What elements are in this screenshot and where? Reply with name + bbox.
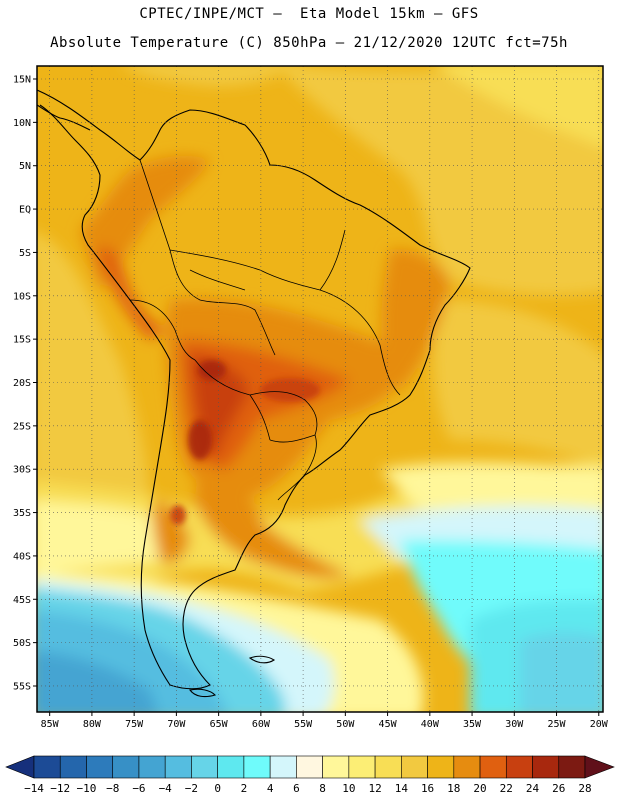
colorbar-label: 24	[526, 782, 540, 795]
colorbar-label: 6	[293, 782, 300, 795]
colorbar-swatch	[479, 755, 507, 779]
map-title-line-2: Absolute Temperature (C) 850hPa – 21/12/…	[50, 35, 568, 51]
longitude-label: 55W	[294, 719, 313, 730]
latitude-label: 15N	[13, 75, 31, 86]
colorbar-swatch	[217, 755, 245, 779]
colorbar-swatch	[296, 755, 323, 779]
colorbar-label: 0	[214, 782, 221, 795]
latitude-label: EQ	[19, 205, 31, 216]
colorbar-label: 2	[241, 782, 248, 795]
latitude-label: 10S	[13, 291, 31, 302]
latitude-label: 15S	[13, 335, 31, 346]
temperature-field	[37, 66, 603, 712]
colorbar-swatch	[164, 755, 192, 779]
latitude-label: 55S	[13, 681, 31, 692]
colorbar-max-arrow	[584, 755, 615, 779]
longitude-label: 85W	[41, 719, 60, 730]
latitude-label: 45S	[13, 595, 31, 606]
latitude-label: 30S	[13, 465, 31, 476]
colorbar-swatch	[532, 755, 560, 779]
longitude-label: 70W	[167, 719, 186, 730]
latitude-label: 25S	[13, 421, 31, 432]
map-title-line-1: CPTEC/INPE/MCT – Eta Model 15km – GFS	[139, 6, 479, 22]
colorbar-swatch	[558, 755, 586, 779]
colorbar-swatch	[59, 755, 87, 779]
colorbar-label: 26	[552, 782, 565, 795]
colorbar-min-arrow	[5, 755, 35, 779]
longitude-label: 80W	[83, 719, 102, 730]
colorbar-label: −4	[159, 782, 173, 795]
colorbar-label: 18	[447, 782, 460, 795]
colorbar-label: −12	[50, 782, 70, 795]
longitude-label: 50W	[336, 719, 355, 730]
colorbar-swatch	[453, 755, 481, 779]
latitude-label: 50S	[13, 638, 31, 649]
colorbar-label: 8	[319, 782, 326, 795]
colorbar-label: 4	[267, 782, 274, 795]
latitude-label: 20S	[13, 378, 31, 389]
colorbar-label: 10	[342, 782, 355, 795]
map-frame	[36, 65, 604, 713]
colorbar-label: −6	[132, 782, 145, 795]
colorbar-label: −8	[106, 782, 119, 795]
colorbar-swatch	[505, 755, 533, 779]
latitude-label: 40S	[13, 551, 31, 562]
colorbar-swatch	[112, 755, 140, 779]
latitude-label: 35S	[13, 508, 31, 519]
colorbar-swatch	[243, 755, 271, 779]
country-borders	[129, 159, 401, 501]
longitude-label: 25W	[548, 719, 567, 730]
colorbar-swatches	[5, 755, 615, 779]
colorbar-swatch	[191, 755, 218, 779]
longitude-label: 60W	[252, 719, 271, 730]
longitude-label: 30W	[505, 719, 524, 730]
longitude-label: 35W	[463, 719, 482, 730]
longitude-label: 45W	[379, 719, 398, 730]
colorbar-swatch	[33, 755, 61, 779]
colorbar-label: 22	[500, 782, 513, 795]
colorbar-label: −2	[185, 782, 198, 795]
colorbar-swatch	[401, 755, 428, 779]
longitude-labels: 85W 80W 75W 70W 65W 60W 55W 50W 45W 40W 35W 30W 25W 2…	[41, 719, 609, 730]
longitude-label: 20W	[590, 719, 609, 730]
latitude-label: 5S	[19, 248, 31, 259]
colorbar-label: 20	[473, 782, 486, 795]
colorbar-swatch	[348, 755, 376, 779]
colorbar-label: −10	[77, 782, 97, 795]
colorbar-swatch	[374, 755, 402, 779]
colorbar-label: 12	[368, 782, 381, 795]
colorbar-label: −14	[24, 782, 44, 795]
colorbar-swatch	[86, 755, 114, 779]
colorbar-swatch	[322, 755, 350, 779]
colorbar: −14 −12 −10 −8 −6 −4 −2 0 2 4 6 8 10 12 14 16 18 20 22 24 26…	[5, 755, 615, 795]
latitude-labels: 15N 10N 5N EQ 5S 10S 15S 20S 25S 30S 35S 40S 45S 50S 5…	[13, 75, 31, 693]
colorbar-labels: −14 −12 −10 −8 −6 −4 −2 0 2 4 6 8 10 12 14 16 18 20 22 24 26…	[24, 782, 592, 795]
colorbar-swatch	[269, 755, 297, 779]
colorbar-swatch	[138, 755, 166, 779]
latitude-label: 5N	[19, 161, 31, 172]
longitude-label: 40W	[421, 719, 440, 730]
colorbar-swatch	[427, 755, 455, 779]
longitude-label: 75W	[125, 719, 144, 730]
colorbar-label: 14	[395, 782, 409, 795]
longitude-label: 65W	[210, 719, 229, 730]
latitude-label: 10N	[13, 118, 31, 129]
colorbar-label: 28	[578, 782, 591, 795]
colorbar-label: 16	[421, 782, 434, 795]
coastlines	[37, 89, 471, 698]
